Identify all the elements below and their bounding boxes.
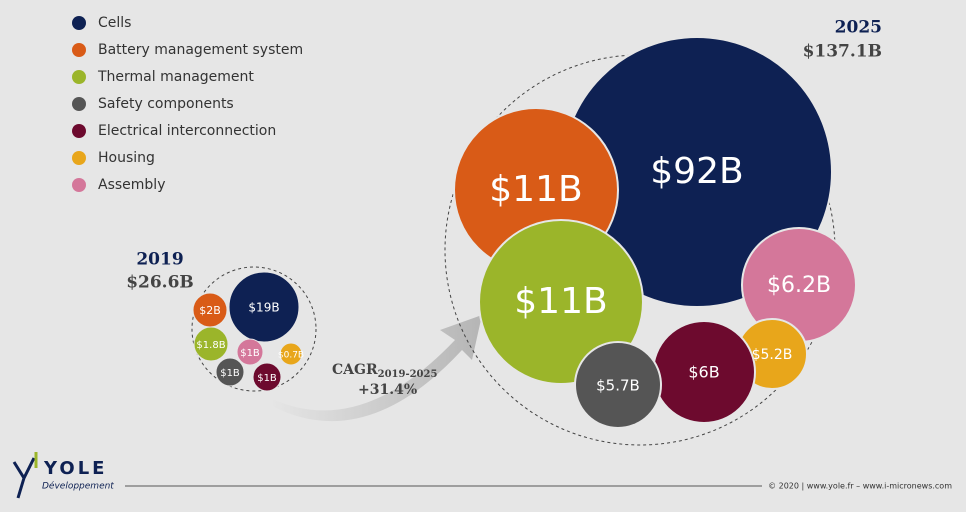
legend-label: Electrical interconnection: [98, 123, 276, 139]
bubble-label: $19B: [248, 301, 279, 315]
bubble-label: $6.2B: [767, 273, 831, 298]
legend-label: Thermal management: [97, 69, 254, 85]
cagr-name: CAGR: [332, 362, 378, 378]
legend-label: Safety components: [98, 96, 234, 112]
legend-label: Assembly: [98, 177, 165, 193]
legend-marker: [72, 124, 86, 138]
bubble-label: $2B: [199, 304, 221, 317]
bubble-label: $1B: [257, 373, 277, 384]
cagr-period: 2019-2025: [378, 369, 438, 380]
bubble: [574, 341, 662, 429]
group-total: $137.1B: [803, 42, 882, 62]
bubble-label: $1B: [220, 368, 240, 379]
bubble-label: $11B: [514, 281, 607, 322]
bubble-label: $11B: [489, 169, 582, 210]
legend-marker: [72, 97, 86, 111]
bubble: [228, 271, 300, 343]
logo-mark: [12, 457, 36, 499]
cagr-value: +31.4%: [358, 382, 417, 398]
bubble-label: $5.7B: [596, 377, 640, 395]
group-total: $26.6B: [126, 273, 194, 293]
group-year: 2025: [835, 18, 882, 38]
legend-marker: [72, 178, 86, 192]
legend-marker: [72, 16, 86, 30]
bubble: [193, 326, 229, 362]
copyright: © 2020 | www.yole.fr – www.i-micronews.c…: [768, 482, 952, 491]
legend-marker: [72, 70, 86, 84]
group-year: 2019: [136, 250, 183, 270]
bubble: [478, 219, 644, 385]
growth-arrow: [270, 315, 482, 422]
logo-subtext: Développement: [42, 481, 114, 492]
legend-label: Cells: [98, 15, 131, 31]
legend-marker: [72, 43, 86, 57]
cagr-label: CAGR2019-2025: [332, 362, 437, 380]
legend-label: Battery management system: [98, 42, 303, 58]
bubble: [252, 362, 282, 392]
bubble-label: $1B: [240, 348, 260, 359]
bubble: [279, 342, 303, 366]
legend-marker: [72, 151, 86, 165]
bubble-label: $5.2B: [752, 347, 793, 363]
logo-text: YOLE: [43, 458, 107, 479]
legend-label: Housing: [98, 150, 155, 166]
bubble-label: $92B: [650, 151, 743, 192]
bubble: [236, 338, 264, 366]
group-outline: [191, 266, 317, 392]
bubble-label: $0.7B: [278, 351, 304, 361]
bubble-label: $6B: [688, 363, 719, 382]
bubble: [215, 357, 245, 387]
bubble-label: $1.8B: [196, 340, 225, 351]
